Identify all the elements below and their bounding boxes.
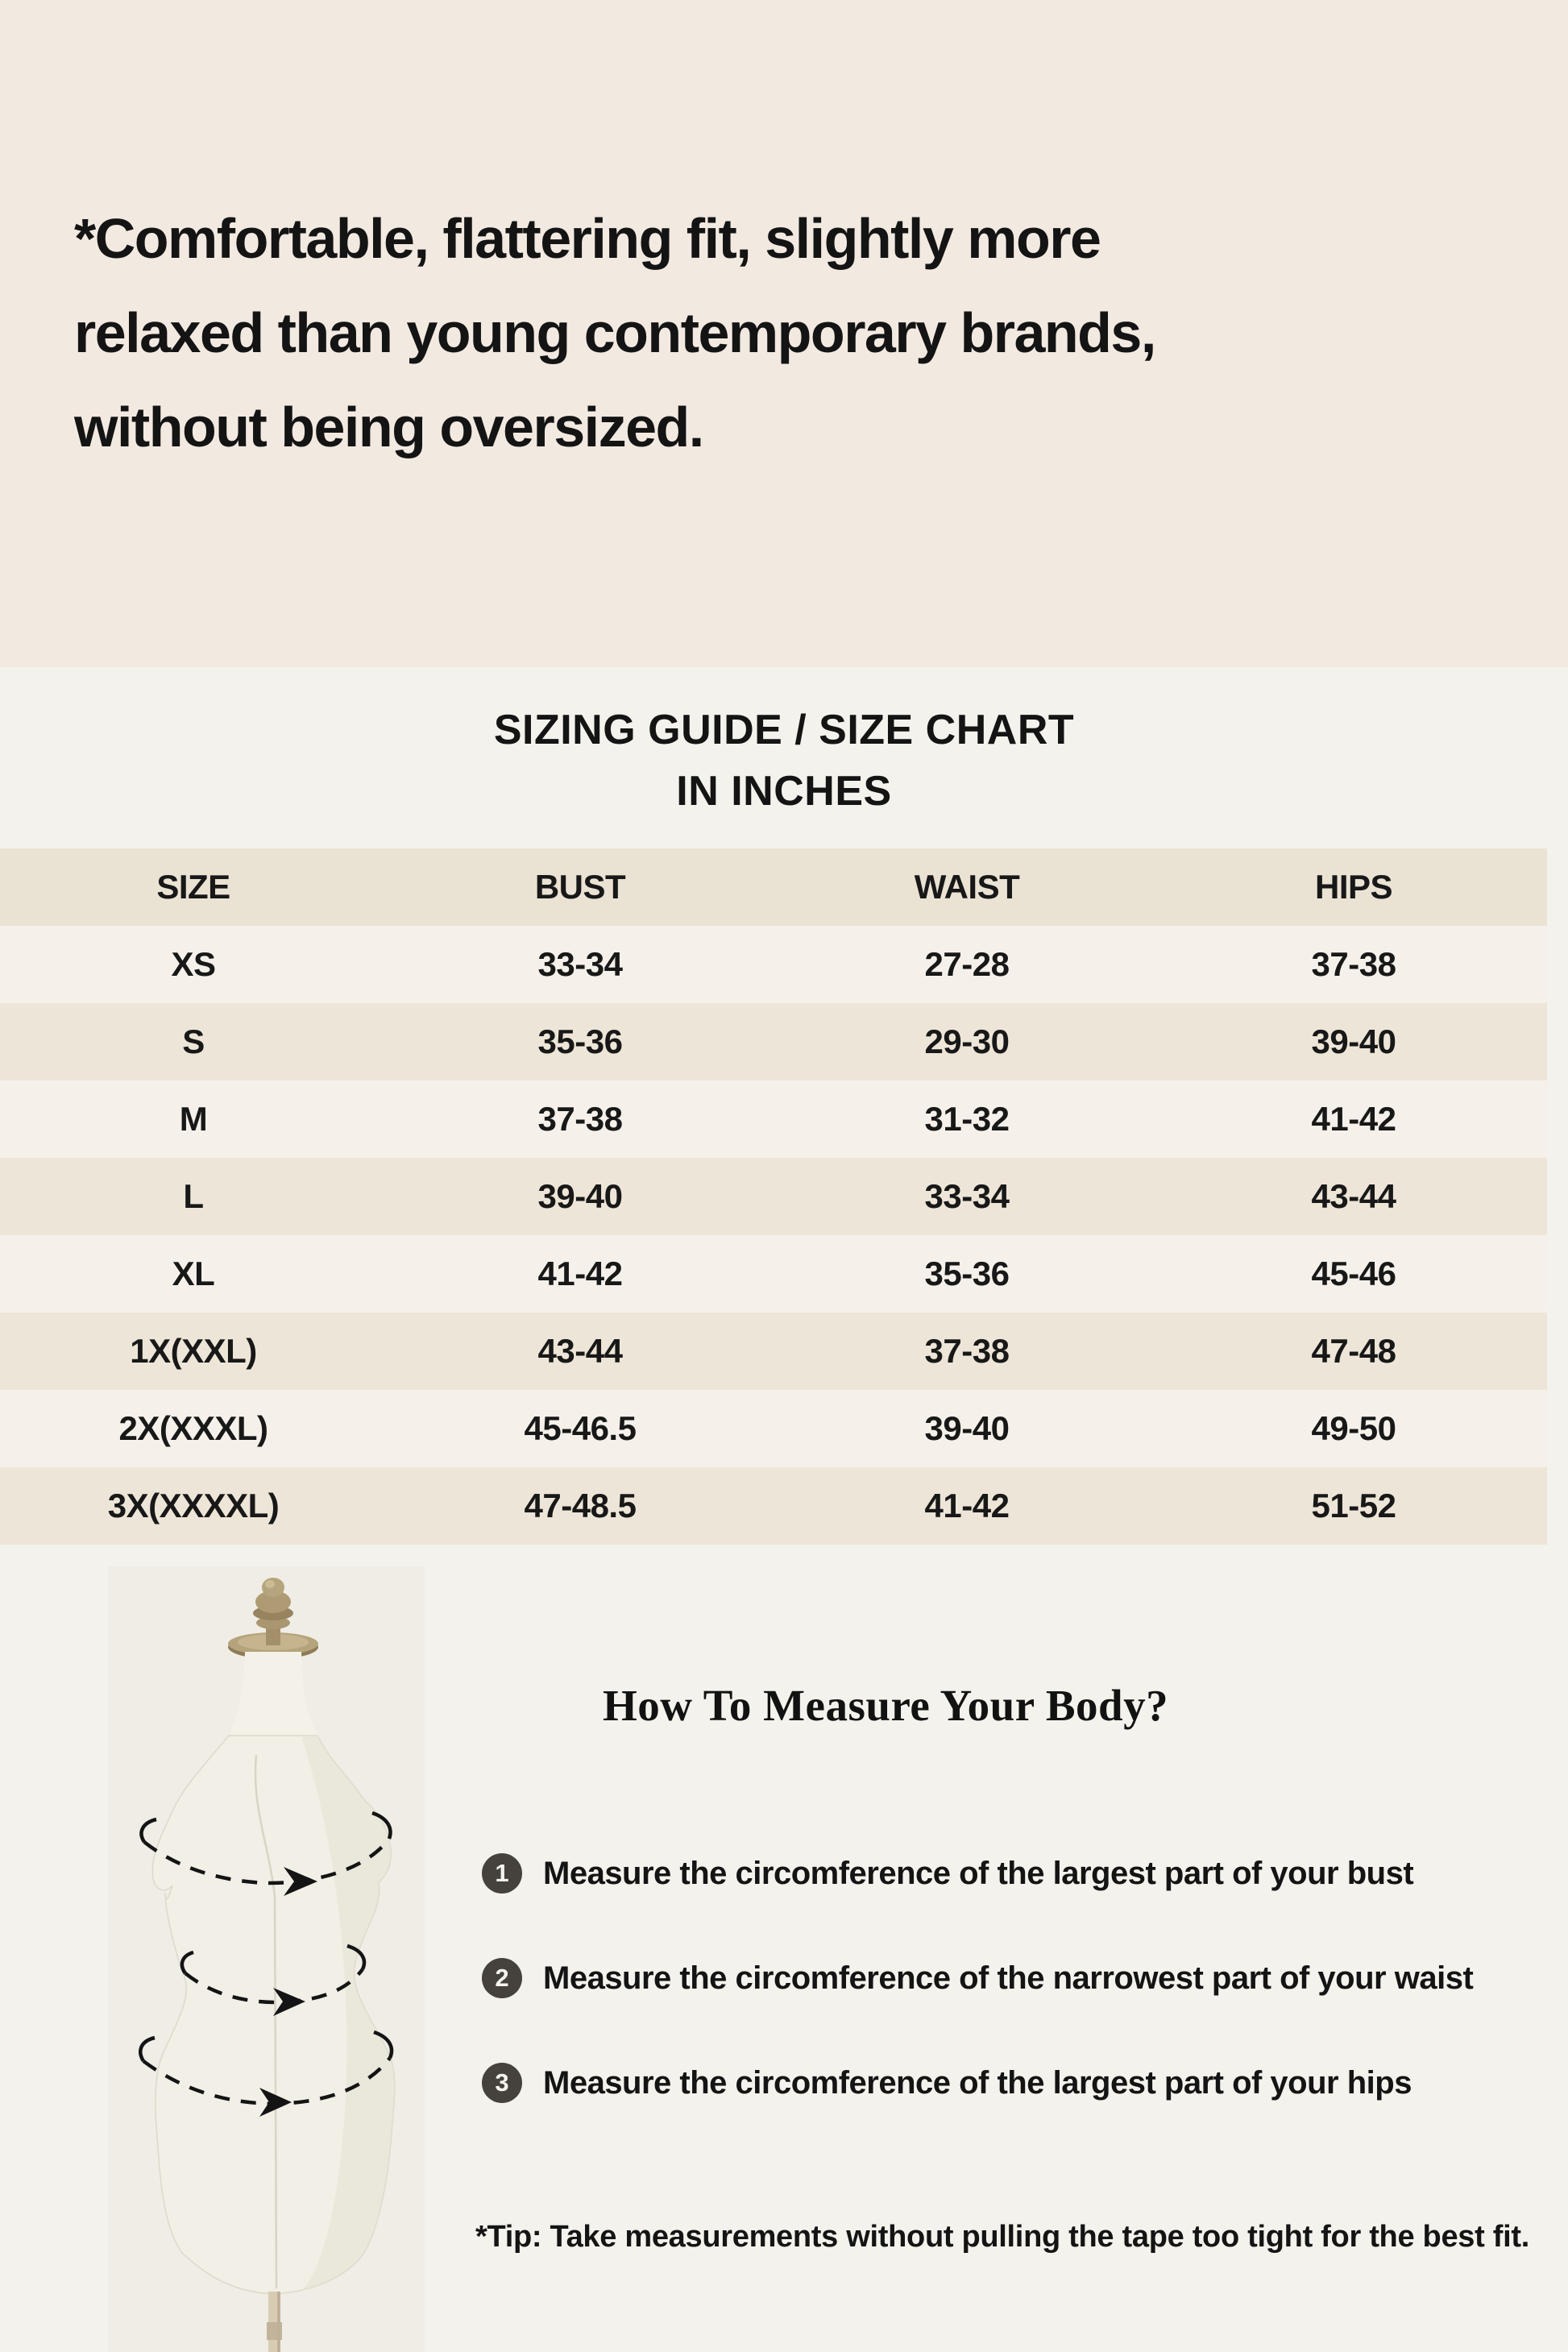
size-chart-header-row: SIZE BUST WAIST HIPS xyxy=(0,848,1547,926)
table-row: XL 41-42 35-36 45-46 xyxy=(0,1235,1547,1313)
table-row: 2X(XXXL) 45-46.5 39-40 49-50 xyxy=(0,1390,1547,1467)
table-cell: XL xyxy=(172,1255,215,1292)
table-cell: 2X(XXXL) xyxy=(118,1409,268,1447)
stand-pole xyxy=(267,2292,282,2352)
waist-arrow-icon xyxy=(273,1988,305,2016)
table-cell: 39-40 xyxy=(1311,1023,1396,1060)
table-cell: 37-38 xyxy=(924,1332,1010,1370)
size-chart-section: SIZING GUIDE / SIZE CHART IN INCHES SIZE… xyxy=(0,667,1568,1545)
table-cell: 41-42 xyxy=(1311,1100,1396,1138)
table-cell: 41-42 xyxy=(537,1255,623,1292)
bust-measure-line xyxy=(139,1811,392,1885)
table-cell: 33-34 xyxy=(924,1177,1010,1215)
table-cell: 41-42 xyxy=(924,1487,1010,1524)
step-1-badge: 1 xyxy=(482,1853,522,1894)
table-cell: 37-38 xyxy=(537,1100,623,1138)
size-chart-title-line1: SIZING GUIDE / SIZE CHART xyxy=(493,707,1075,753)
mannequin-seam-line xyxy=(254,1754,278,2289)
table-cell: 35-36 xyxy=(924,1255,1010,1292)
table-cell: 3X(XXXXL) xyxy=(107,1487,280,1524)
table-cell: 51-52 xyxy=(1311,1487,1396,1524)
table-cell: 47-48 xyxy=(1311,1332,1396,1370)
table-cell: XS xyxy=(171,945,216,983)
table-cell: L xyxy=(183,1177,204,1215)
table-row: 3X(XXXXL) 47-48.5 41-42 51-52 xyxy=(0,1467,1547,1545)
size-chart-title: SIZING GUIDE / SIZE CHART IN INCHES xyxy=(0,667,1568,822)
step-2-text: Measure the circomference of the narrowe… xyxy=(543,1960,1474,1996)
how-to-measure-section: How To Measure Your Body? 1 Measure the … xyxy=(0,1545,1568,2352)
table-cell: 27-28 xyxy=(924,945,1010,983)
table-cell: 29-30 xyxy=(924,1023,1010,1060)
table-cell: S xyxy=(182,1023,205,1060)
measure-step-1: 1 Measure the circomference of the large… xyxy=(482,1853,1414,1894)
table-cell: 47-48.5 xyxy=(524,1487,637,1524)
table-row: M 37-38 31-32 41-42 xyxy=(0,1081,1547,1158)
table-cell: 37-38 xyxy=(1311,945,1396,983)
step-2-badge: 2 xyxy=(482,1958,522,1998)
table-cell: 45-46 xyxy=(1311,1255,1396,1292)
step-3-badge: 3 xyxy=(482,2063,522,2103)
table-cell: 35-36 xyxy=(537,1023,623,1060)
table-cell: 43-44 xyxy=(537,1332,623,1370)
table-row: XS 33-34 27-28 37-38 xyxy=(0,926,1547,1003)
bust-arrow-icon xyxy=(284,1867,317,1896)
size-chart-rows: XS 33-34 27-28 37-38 S 35-36 29-30 39-40 M 37-38 3… xyxy=(0,926,1568,1545)
size-chart-title-line2: IN INCHES xyxy=(676,768,892,815)
fit-note-section: *Comfortable, flattering fit, slightly m… xyxy=(0,0,1568,667)
mannequin-shading xyxy=(301,1736,395,2291)
hips-arrow-icon xyxy=(259,2088,292,2117)
table-cell: 39-40 xyxy=(537,1177,623,1215)
column-header: SIZE xyxy=(156,868,230,906)
table-row: L 39-40 33-34 43-44 xyxy=(0,1158,1547,1235)
waist-measure-line xyxy=(180,1943,367,2005)
table-cell: 33-34 xyxy=(537,945,623,983)
size-chart-table: SIZE BUST WAIST HIPS XS 33-34 27-28 37-38 S 35-3… xyxy=(0,848,1568,1545)
table-cell: 45-46.5 xyxy=(524,1409,637,1447)
table-cell: M xyxy=(179,1100,208,1138)
measure-step-3: 3 Measure the circomference of the large… xyxy=(482,2063,1412,2103)
column-header: HIPS xyxy=(1314,868,1393,906)
fit-note-text: *Comfortable, flattering fit, slightly m… xyxy=(74,207,1156,458)
table-cell: 1X(XXL) xyxy=(130,1332,257,1370)
step-3-text: Measure the circomference of the largest… xyxy=(543,2064,1412,2101)
table-cell: 39-40 xyxy=(924,1409,1010,1447)
table-row: 1X(XXL) 43-44 37-38 47-48 xyxy=(0,1313,1547,1390)
measure-step-2: 2 Measure the circomference of the narro… xyxy=(482,1958,1474,1998)
mannequin-neck xyxy=(229,1652,317,1736)
step-1-text: Measure the circomference of the largest… xyxy=(543,1855,1414,1891)
measure-tip: *Tip: Take measurements without pulling … xyxy=(475,2220,1529,2254)
table-cell: 49-50 xyxy=(1311,1409,1396,1447)
table-cell: 43-44 xyxy=(1311,1177,1396,1215)
column-header: WAIST xyxy=(914,868,1020,906)
table-cell: 31-32 xyxy=(924,1100,1010,1138)
table-row: S 35-36 29-30 39-40 xyxy=(0,1003,1547,1081)
column-header: BUST xyxy=(534,868,626,906)
mannequin-illustration xyxy=(108,1566,425,2352)
measure-title: How To Measure Your Body? xyxy=(603,1681,1169,1730)
